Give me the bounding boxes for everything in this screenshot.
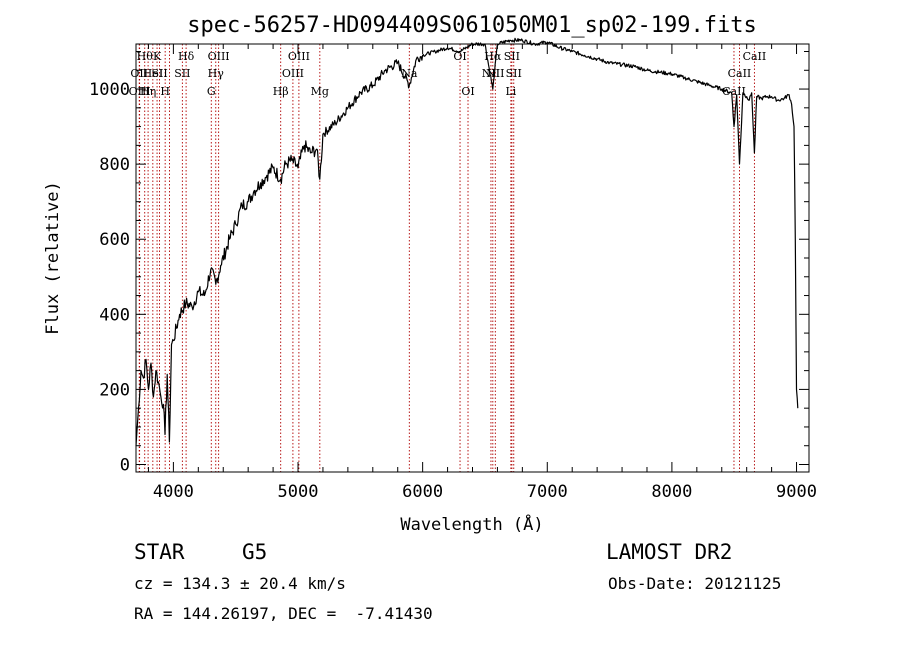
line-label-1: OIII [129, 85, 151, 98]
line-label-3: Hη [140, 85, 156, 98]
y-axis: 0 200 400 600 800 1000 [89, 51, 809, 475]
x-tick-label-1: 5000 [278, 482, 319, 502]
line-label-14: Hβ [273, 85, 289, 98]
chart-title: spec-56257-HD094409S061050M01_sp02-199.f… [187, 13, 757, 38]
line-label-11: G [207, 85, 216, 98]
line-label-5: K [153, 50, 162, 63]
coordinates: RA = 144.26197, DEC = -7.41430 [134, 604, 433, 623]
line-label-2: Hθ [137, 50, 154, 63]
x-tick-label-2: 6000 [402, 482, 443, 502]
line-label-16: OIII [288, 50, 310, 63]
line-label-19: OI [453, 50, 466, 63]
x-axis-label: Wavelength (Å) [400, 513, 543, 535]
x-tick-label-0: 4000 [153, 482, 194, 502]
line-label-4: HeI [143, 67, 163, 80]
spectral-line-labels: OII OIII Hθ Hη HeI K SII H SII Hδ G Hγ OIII Hβ OIII OII… [129, 50, 767, 98]
line-label-20: OI [461, 85, 474, 98]
line-label-17: Mg [311, 85, 329, 98]
line-label-28: CaII [728, 67, 752, 80]
y-tick-label-2: 400 [99, 305, 130, 325]
line-label-21: NII [482, 67, 500, 80]
y-tick-label-0: 0 [120, 455, 130, 475]
y-axis-label: Flux (relative) [43, 181, 63, 335]
line-label-22: Hα [484, 50, 502, 63]
y-tick-label-1: 200 [99, 380, 130, 400]
y-tick-label-5: 1000 [89, 80, 130, 100]
x-tick-label-4: 8000 [651, 482, 692, 502]
plot-frame [135, 43, 810, 473]
line-label-10: Hδ [178, 50, 195, 63]
line-label-29: CaII [743, 50, 767, 63]
y-tick-label-4: 800 [99, 155, 130, 175]
line-label-6: SII [151, 67, 167, 80]
spectral-line-markers [138, 44, 755, 472]
x-tick-label-3: 7000 [527, 482, 568, 502]
line-label-24: Li [505, 85, 516, 98]
line-label-25: SII [504, 50, 520, 63]
line-label-13: OIII [208, 50, 230, 63]
y-tick-label-3: 600 [99, 230, 130, 250]
line-label-15: OIII [282, 67, 304, 80]
line-label-26: SII [506, 67, 522, 80]
object-type: STAR [134, 540, 185, 564]
x-tick-label-5: 9000 [776, 482, 817, 502]
line-label-27: CaII [722, 85, 746, 98]
survey-name: LAMOST DR2 [606, 540, 733, 564]
spectral-subclass: G5 [242, 540, 268, 564]
line-label-9: SII [174, 67, 190, 80]
redshift-readout: cz = 134.3 ± 20.4 km/s [134, 574, 346, 593]
line-label-7: H [160, 85, 170, 98]
x-axis: 4000 5000 6000 7000 8000 9000 [147, 44, 817, 502]
line-label-12: Hγ [208, 67, 225, 80]
obs-date: Obs-Date: 20121125 [608, 574, 782, 593]
spectrum-series-line [135, 37, 799, 446]
line-label-0: OII [130, 67, 148, 80]
